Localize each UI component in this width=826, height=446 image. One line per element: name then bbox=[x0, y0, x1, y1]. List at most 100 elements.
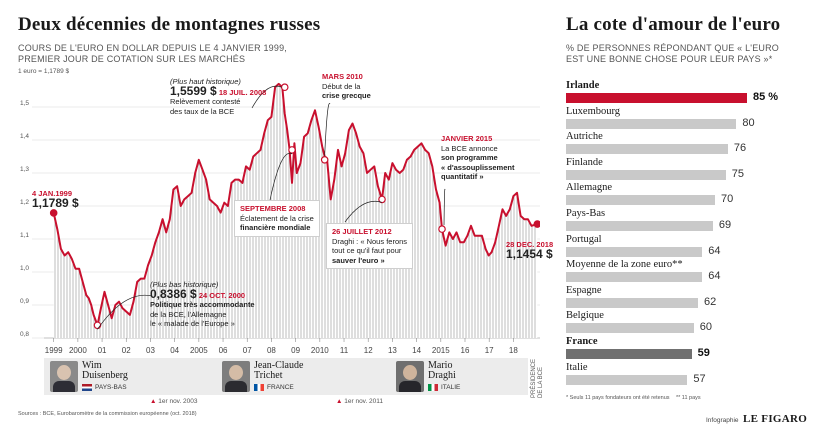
draghi-info: Mario Draghi ITALIE bbox=[428, 361, 460, 391]
bar-category-label: Espagne bbox=[566, 284, 602, 296]
bar bbox=[566, 349, 692, 359]
bar-value-label: 59 bbox=[697, 347, 710, 359]
low-leader bbox=[97, 294, 153, 330]
bar-value-label: 85 % bbox=[753, 91, 779, 103]
bar-value-label: 70 bbox=[721, 193, 734, 206]
y-tick-label: 0,9 bbox=[20, 298, 29, 305]
x-tick-label: 16 bbox=[461, 346, 470, 355]
x-tick-label: 03 bbox=[146, 346, 155, 355]
high-date: 18 JUIL. 2008 bbox=[218, 87, 267, 97]
duisenberg-portrait bbox=[50, 361, 78, 392]
x-tick-label: 2000 bbox=[69, 346, 87, 355]
bar-subtitle-line-1: % DE PERSONNES RÉPONDANT QUE « L'EURO bbox=[566, 43, 779, 53]
march-2010-line-1: Début de la bbox=[322, 81, 361, 91]
low-line-1: Politique très accommodante bbox=[150, 300, 255, 309]
y-tick-label: 1,5 bbox=[20, 100, 29, 107]
chart-x-ticks: 1999 2000 01 02 03 04 2005 06 07 08 09 2010 11 12 13 14… bbox=[45, 338, 518, 355]
euro-approval-bar-chart: Irlande 85 % Luxembourg 80 Autriche 76 Finland… bbox=[566, 80, 816, 390]
draghi-country: ITALIE bbox=[428, 384, 460, 391]
chart-series-line bbox=[52, 82, 538, 327]
figaro-logo: LE FIGARO bbox=[742, 413, 808, 425]
low-line-2: de la BCE, l'Allemagne bbox=[150, 309, 227, 319]
bar bbox=[566, 323, 694, 334]
sept-2008-leader bbox=[269, 152, 293, 201]
bar bbox=[566, 221, 713, 231]
duisenberg-country: PAYS-BAS bbox=[82, 384, 128, 391]
x-tick-label: 04 bbox=[170, 346, 179, 355]
sept-2008-date: SEPTEMBRE 2008 bbox=[240, 204, 306, 213]
high-leader bbox=[251, 85, 282, 109]
bar-value-label: 64 bbox=[708, 244, 721, 257]
bar bbox=[566, 374, 688, 385]
sept-2008-line-1: Éclatement de la crise bbox=[240, 213, 314, 223]
trichet-country-label: FRANCE bbox=[267, 384, 294, 392]
bar-category-label: Autriche bbox=[566, 131, 603, 143]
credit: Infographie LE FIGARO bbox=[706, 409, 807, 427]
bar bbox=[566, 144, 728, 155]
trichet-start: ▲ 1er nov. 2003 bbox=[150, 398, 198, 405]
subtitle-line-1: COURS DE L'EURO EN DOLLAR DEPUIS LE 4 JA… bbox=[18, 43, 288, 53]
presidency-label: PRÉSIDENCE DE LA BCE bbox=[531, 358, 544, 398]
low-annotation: (Plus bas historique) 0,8386 $ 24 OCT. 2… bbox=[150, 280, 255, 329]
subtitle-line-2: PREMIER JOUR DE COTATION SUR LES MARCHÉS bbox=[18, 54, 246, 64]
euro-dollar-line bbox=[52, 82, 538, 327]
bar-category-label: Portugal bbox=[566, 233, 602, 245]
duisenberg-country-label: PAYS-BAS bbox=[95, 384, 127, 392]
bar-category-label: Italie bbox=[566, 361, 588, 373]
y-tick-label: 1,1 bbox=[20, 232, 29, 239]
start-date: 4 JAN.1999 bbox=[32, 189, 73, 198]
start-annotation: 4 JAN.1999 1,1789 $ bbox=[32, 189, 79, 208]
jan-2015-line-2: son programme bbox=[441, 153, 498, 162]
high-label: (Plus haut historique) bbox=[170, 77, 241, 86]
presidency-strip bbox=[44, 358, 528, 395]
trichet-name-1: Jean-Claude bbox=[254, 360, 304, 371]
x-tick-label: 11 bbox=[340, 346, 349, 355]
bar-category-label: Pays-Bas bbox=[566, 208, 606, 219]
x-tick-label: 01 bbox=[98, 346, 107, 355]
x-tick-label: 17 bbox=[485, 346, 494, 355]
draghi-start-label: 1er nov. 2011 bbox=[344, 398, 384, 405]
france-flag-icon bbox=[254, 384, 264, 391]
low-label: (Plus bas historique) bbox=[150, 280, 219, 289]
high-line-1: Relèvement contesté bbox=[170, 97, 241, 106]
trichet-name-2: Trichet bbox=[254, 370, 283, 381]
jan-2015-date: JANVIER 2015 bbox=[441, 134, 493, 143]
duisenberg-name-2: Duisenberg bbox=[82, 370, 128, 381]
bar-footnote-2: ** 11 pays bbox=[676, 395, 701, 401]
bar-value-label: 62 bbox=[704, 295, 717, 308]
bar-value-label: 57 bbox=[693, 372, 706, 385]
low-value: 0,8386 $ bbox=[150, 286, 197, 301]
draghi-start: ▲ 1er nov. 2011 bbox=[336, 398, 383, 405]
bar-category-label: Luxembourg bbox=[566, 105, 621, 117]
x-tick-label: 02 bbox=[122, 346, 131, 355]
jan-2015-point bbox=[438, 225, 446, 233]
end-point bbox=[533, 220, 540, 228]
x-tick-label: 2015 bbox=[432, 346, 450, 355]
draghi-portrait bbox=[396, 361, 424, 392]
x-tick-label: 18 bbox=[509, 346, 518, 355]
july-2012-leader bbox=[344, 201, 383, 223]
bar-category-label: Allemagne bbox=[566, 182, 613, 194]
bar-footnote-1: * Seuls 11 pays fondateurs ont été reten… bbox=[566, 395, 670, 401]
sept-2008-line-2: financière mondiale bbox=[240, 223, 311, 232]
source-note: Sources : BCE, Eurobaromètre de la commi… bbox=[18, 411, 197, 417]
bar-category-label: Belgique bbox=[566, 310, 604, 322]
start-point bbox=[49, 209, 58, 217]
july-2012-annotation: 26 JUILLET 2012 Draghi : « Nous ferons t… bbox=[326, 223, 414, 269]
bar-value-label: 64 bbox=[708, 270, 721, 283]
july-2012-line-1: Draghi : « Nous ferons bbox=[332, 236, 408, 246]
jan-2015-line-1: La BCE annonce bbox=[441, 143, 498, 153]
main-chart-subtitle: COURS DE L'EURO EN DOLLAR DEPUIS LE 4 JA… bbox=[18, 43, 287, 65]
duisenberg-name-1: Wim bbox=[82, 360, 102, 371]
y-tick-label: 1,4 bbox=[20, 133, 29, 140]
y-tick-label: 1,3 bbox=[20, 166, 29, 173]
end-date: 28 DEC. 2018 bbox=[506, 240, 554, 249]
bar-chart-subtitle: % DE PERSONNES RÉPONDANT QUE « L'EURO ES… bbox=[566, 43, 779, 65]
high-line-2: des taux de la BCE bbox=[170, 106, 235, 116]
y-tick-label: 0,8 bbox=[20, 331, 29, 338]
marker-icon: ▲ bbox=[336, 398, 343, 405]
bar bbox=[566, 195, 716, 206]
march-2010-annotation: MARS 2010 Début de la crise grecque bbox=[322, 72, 371, 101]
credit-prefix: Infographie bbox=[706, 417, 739, 424]
x-tick-label: 1999 bbox=[45, 346, 63, 355]
